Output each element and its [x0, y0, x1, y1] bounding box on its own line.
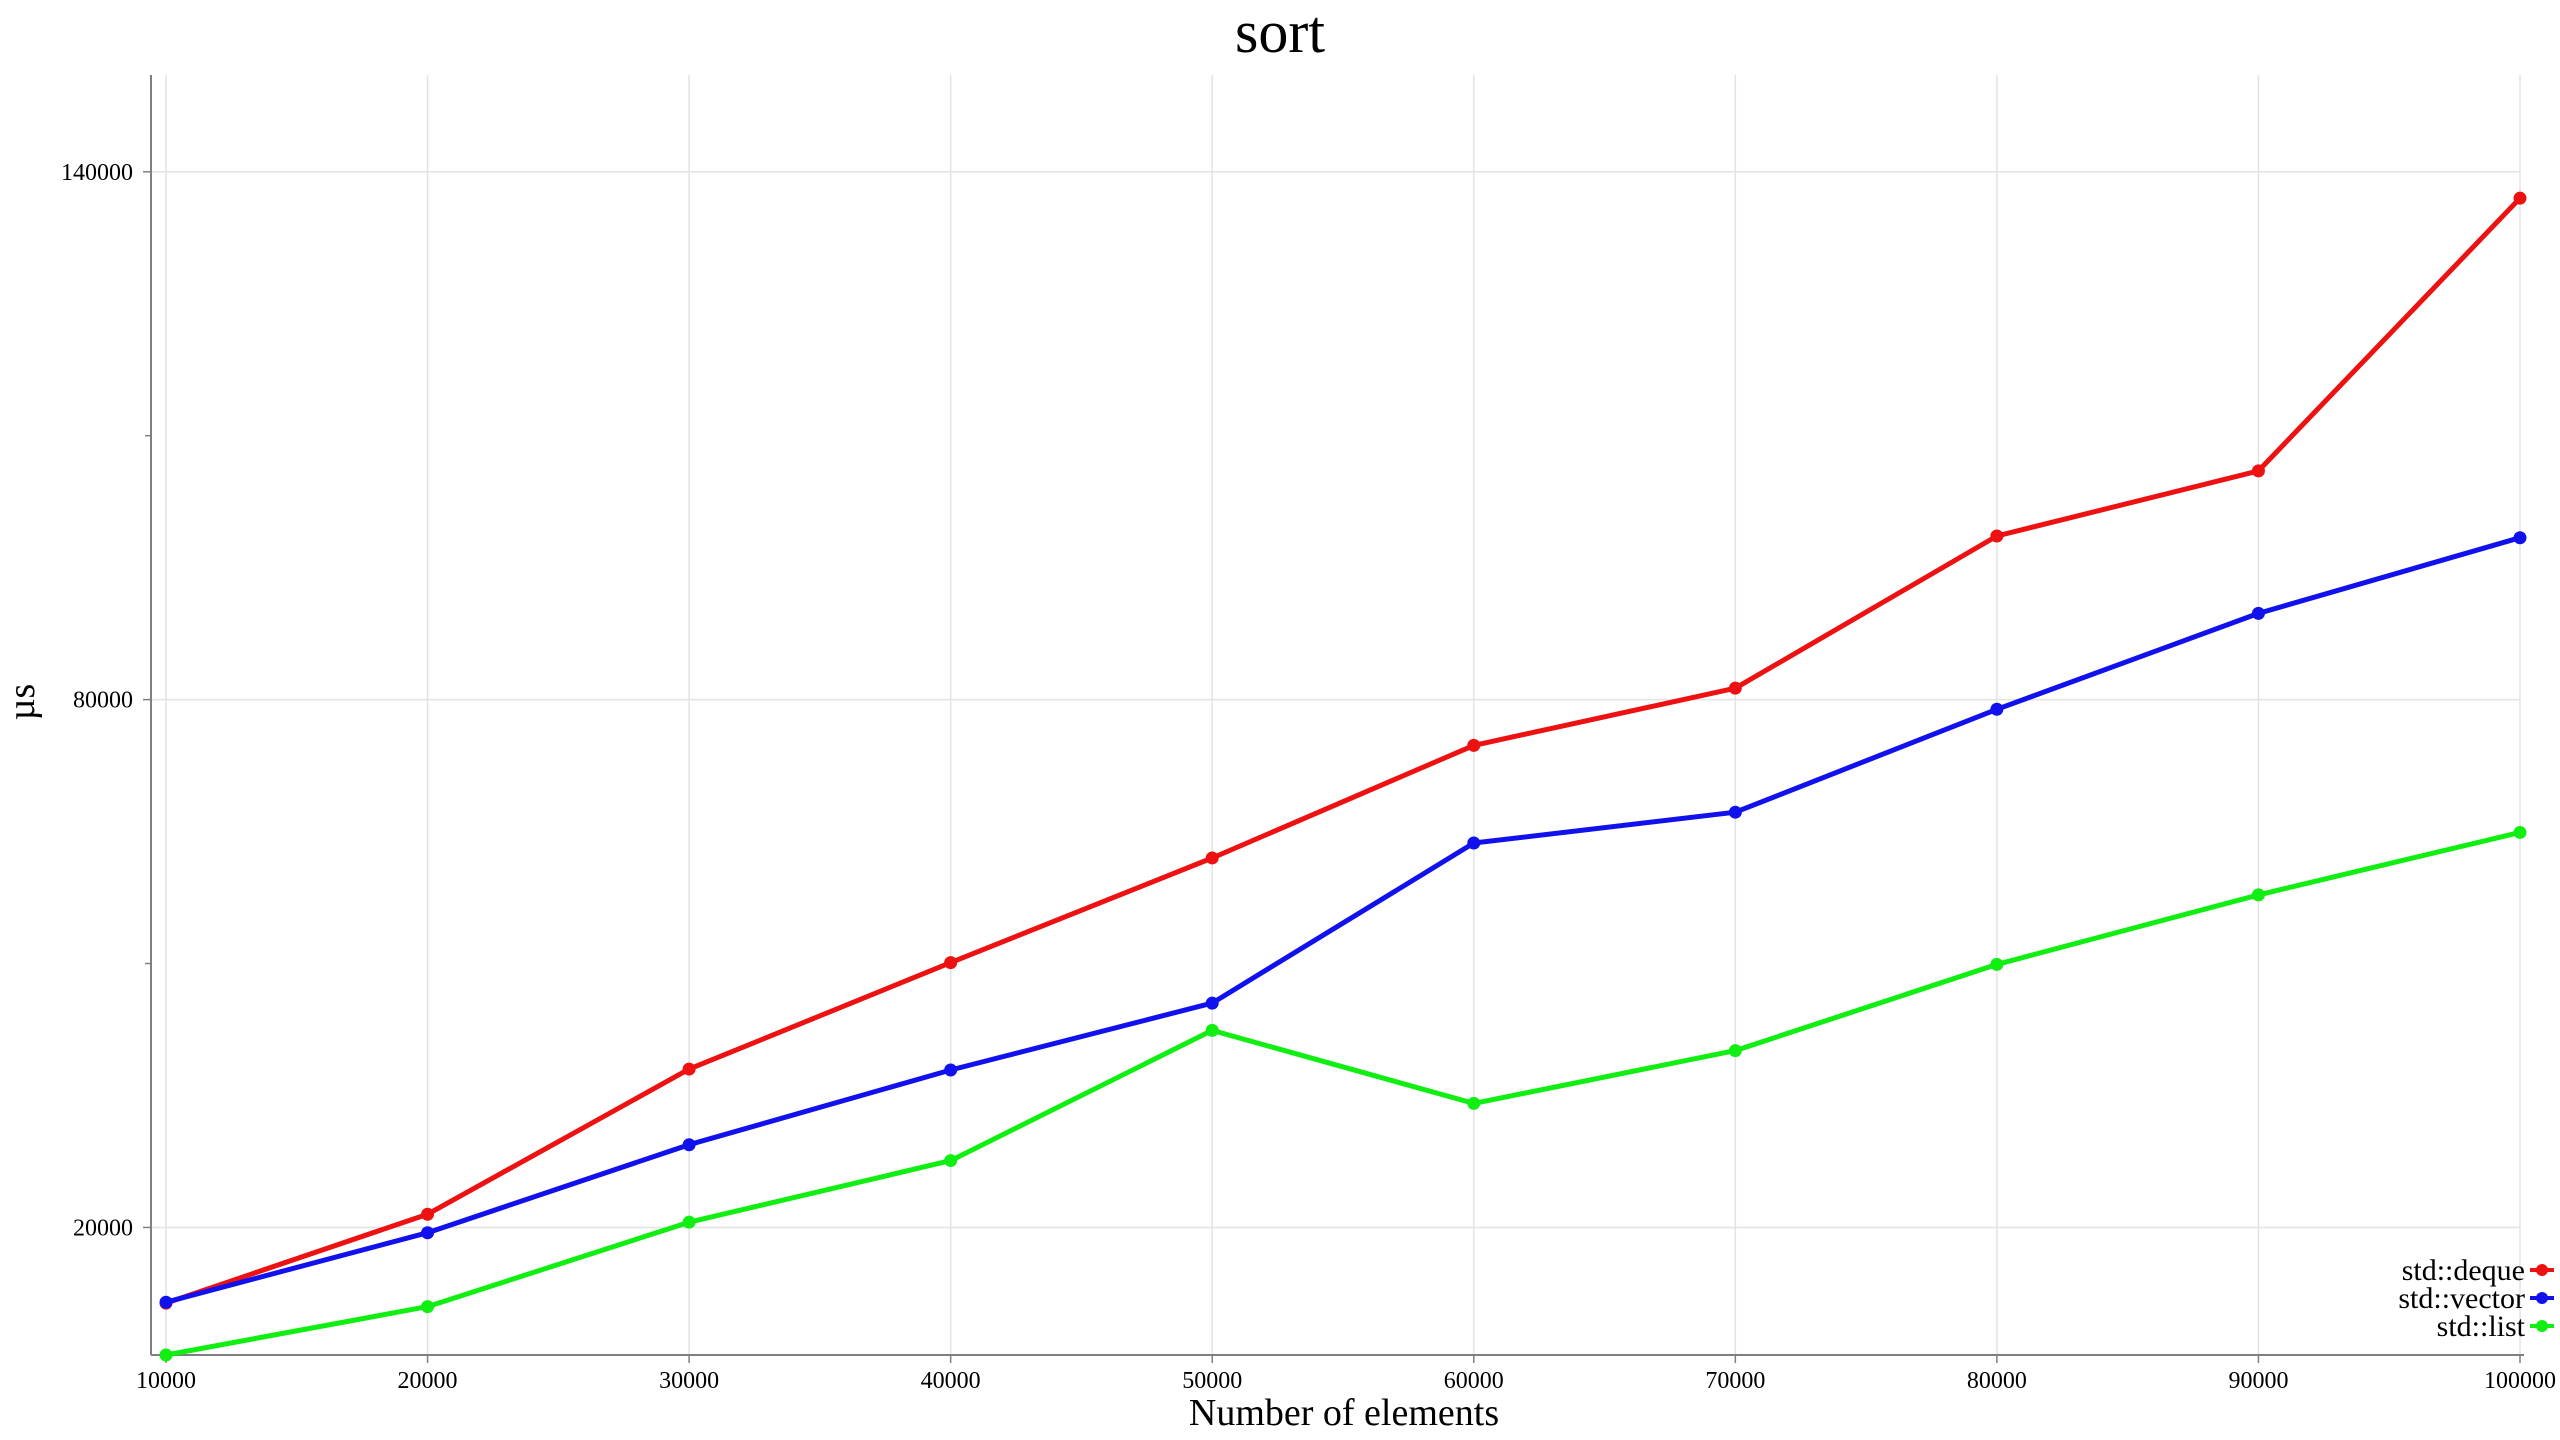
legend-swatch-marker	[2536, 1264, 2548, 1276]
data-point-std-deque	[944, 956, 958, 970]
legend-swatch-marker	[2536, 1320, 2548, 1332]
x-tick-label: 50000	[1182, 1368, 1242, 1394]
chart-title: sort	[1235, 0, 1325, 65]
data-point-std-list	[1205, 1023, 1219, 1037]
legend-item-std-vector: std::vector	[2398, 1282, 2554, 1315]
data-point-std-list	[682, 1215, 696, 1229]
data-point-std-deque	[2251, 464, 2265, 478]
series-std-list	[159, 825, 2527, 1362]
x-axis-title: Number of elements	[1189, 1392, 1499, 1434]
data-point-std-vector	[159, 1295, 173, 1309]
x-tick-label: 80000	[1967, 1368, 2027, 1394]
series-line-std-deque	[163, 195, 2523, 1306]
data-point-std-vector	[421, 1226, 435, 1240]
x-tick-label: 70000	[1705, 1368, 1765, 1394]
y-axis-title: µs	[1, 684, 43, 721]
data-point-std-deque	[1728, 681, 1742, 695]
series	[159, 191, 2527, 1362]
x-tick-label: 10000	[136, 1368, 196, 1394]
legend-label: std::deque	[2402, 1254, 2525, 1287]
y-tick-label: 80000	[73, 688, 133, 714]
data-point-std-list	[2251, 888, 2265, 902]
data-point-std-list	[1990, 957, 2004, 971]
legend-item-std-deque: std::deque	[2402, 1254, 2554, 1287]
data-point-std-list	[2513, 825, 2527, 839]
data-point-std-vector	[2251, 606, 2265, 620]
data-point-std-list	[1467, 1096, 1481, 1110]
data-point-std-vector	[1990, 702, 2004, 716]
x-tick-label: 90000	[2228, 1368, 2288, 1394]
data-point-std-vector	[682, 1138, 696, 1152]
grid	[151, 75, 2521, 1355]
series-std-deque	[159, 191, 2527, 1310]
data-point-std-list	[1728, 1044, 1742, 1058]
data-point-std-deque	[1467, 738, 1481, 752]
x-tick-label: 60000	[1444, 1368, 1504, 1394]
series-line-std-list	[163, 829, 2523, 1358]
legend-label: std::list	[2437, 1310, 2526, 1343]
y-tick-label: 140000	[61, 160, 133, 186]
x-tick-label: 30000	[659, 1368, 719, 1394]
legend-item-std-list: std::list	[2437, 1310, 2554, 1343]
data-point-std-deque	[1205, 851, 1219, 865]
data-point-std-deque	[682, 1062, 696, 1076]
x-tick-label: 100000	[2484, 1368, 2556, 1394]
data-point-std-deque	[421, 1207, 435, 1221]
x-tick-label: 40000	[921, 1368, 981, 1394]
data-point-std-vector	[944, 1063, 958, 1077]
legend-swatch-marker	[2536, 1292, 2548, 1304]
ticks: 10000 20000 30000 40000 50000 60000 70000 80000…	[61, 160, 2556, 1394]
axes	[150, 75, 2524, 1356]
data-point-std-deque	[1990, 529, 2004, 543]
data-point-std-vector	[2513, 531, 2527, 545]
legend-label: std::vector	[2398, 1282, 2525, 1315]
data-point-std-vector	[1467, 836, 1481, 850]
series-std-vector	[159, 531, 2527, 1309]
data-point-std-vector	[1205, 996, 1219, 1010]
data-point-std-list	[421, 1300, 435, 1314]
data-point-std-deque	[2513, 191, 2527, 205]
x-tick-label: 20000	[398, 1368, 458, 1394]
series-line-std-vector	[163, 535, 2523, 1305]
data-point-std-list	[159, 1348, 173, 1362]
y-tick-label: 20000	[73, 1215, 133, 1241]
data-point-std-list	[944, 1154, 958, 1168]
data-point-std-vector	[1728, 805, 1742, 819]
